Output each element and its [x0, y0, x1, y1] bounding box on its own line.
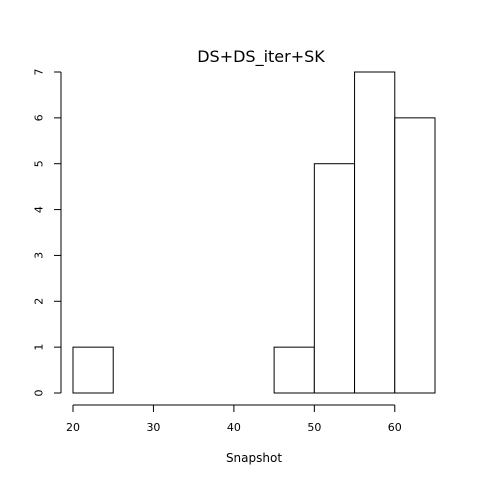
- histogram-bar: [394, 117, 436, 394]
- x-axis-label: Snapshot: [226, 451, 282, 465]
- x-axis: 20 30 40 50 60: [66, 404, 402, 434]
- x-tick-label: 40: [227, 421, 241, 434]
- y-tick-label: 6: [33, 114, 46, 121]
- histogram-bar: [354, 71, 396, 394]
- y-tick-label: 5: [33, 160, 46, 167]
- y-tick-label: 2: [33, 298, 46, 305]
- y-tick-label: 1: [33, 344, 46, 351]
- y-tick-label: 7: [33, 69, 46, 76]
- y-axis: 0 1 2 3 4 5 6 7: [33, 69, 62, 397]
- chart-title: DS+DS_iter+SK: [197, 47, 325, 67]
- y-tick-label: 3: [33, 252, 46, 259]
- histogram-bar: [273, 346, 315, 394]
- x-tick-label: 60: [388, 421, 402, 434]
- y-tick-label: 4: [33, 206, 46, 213]
- x-tick-label: 30: [146, 421, 160, 434]
- bars-group: [72, 71, 436, 394]
- y-tick-label: 0: [33, 390, 46, 397]
- histogram-bar: [313, 163, 356, 394]
- x-tick-label: 50: [307, 421, 321, 434]
- histogram-bar: [72, 346, 114, 394]
- x-tick-label: 20: [66, 421, 80, 434]
